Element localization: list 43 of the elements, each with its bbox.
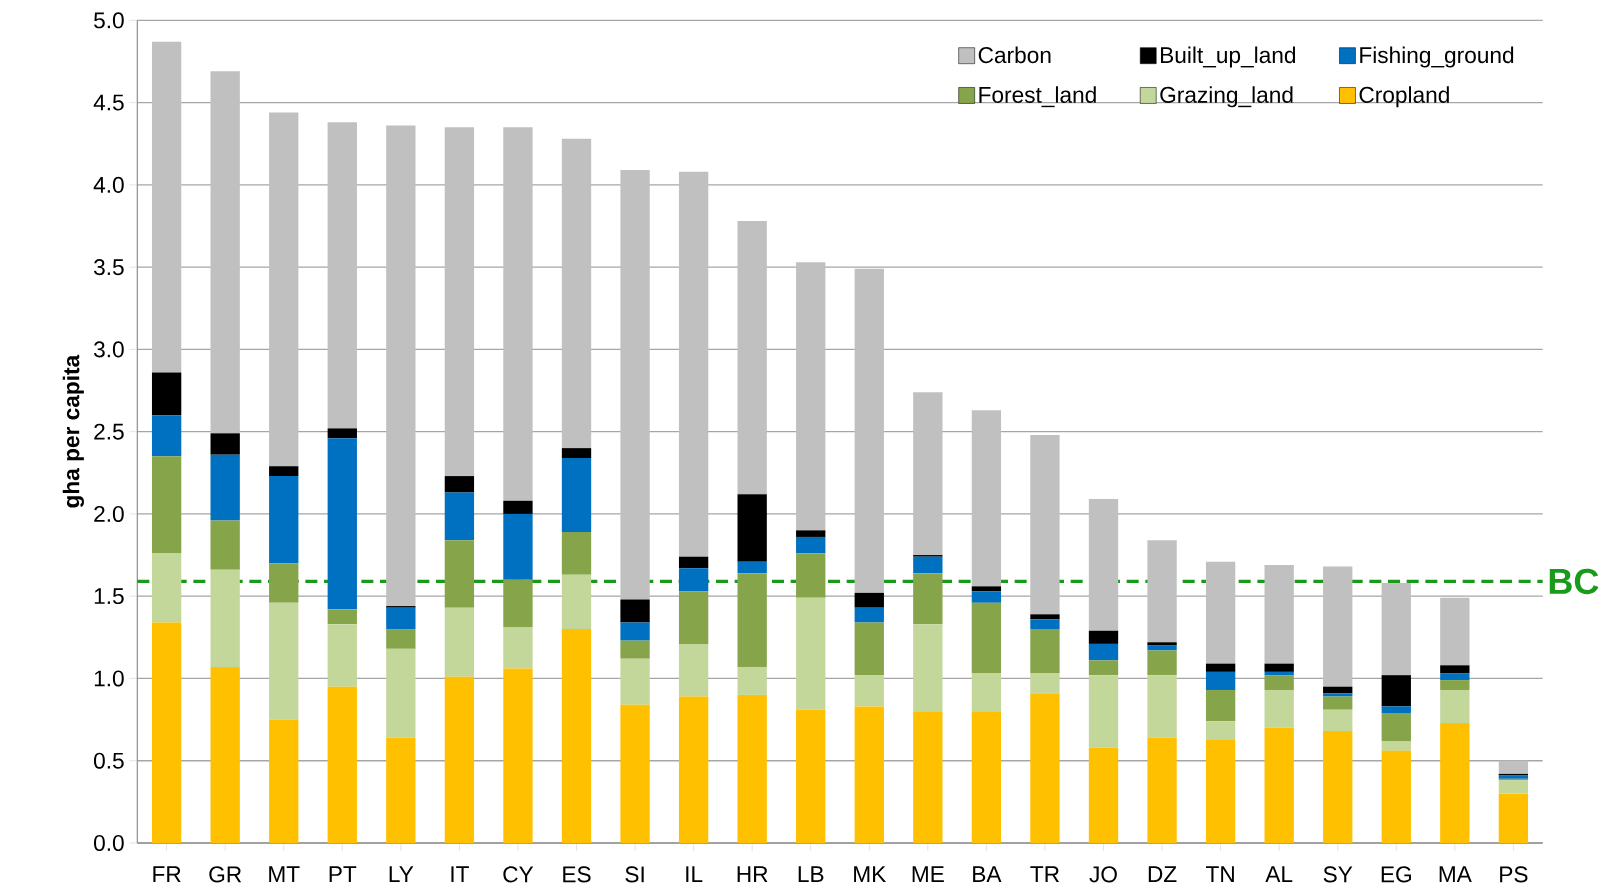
- x-tick-label: SI: [625, 866, 644, 883]
- y-tick-label: 0.0: [94, 834, 124, 852]
- ref-line-label: BC: [1549, 568, 1599, 595]
- x-tick-label: MA: [1439, 866, 1472, 882]
- y-tick-label: 3.0: [93, 341, 124, 358]
- x-tick-label: AL: [1265, 866, 1293, 882]
- x-tick-label: HR: [737, 866, 768, 882]
- y-tick-label: 3.5: [93, 259, 124, 276]
- legend-label: Built_up_land: [1161, 46, 1296, 68]
- x-tick-label: CY: [503, 866, 534, 883]
- legend-label: Cropland: [1359, 86, 1449, 108]
- y-tick-label: 4.0: [93, 176, 124, 193]
- x-tick-label: DZ: [1148, 866, 1177, 882]
- y-tick-label: 2.5: [94, 423, 124, 440]
- x-tick-label: ME: [912, 866, 944, 882]
- x-tick-label: GR: [209, 866, 242, 883]
- x-tick-label: SY: [1323, 866, 1353, 883]
- x-tick-label: BA: [973, 866, 1002, 882]
- x-tick-label: EG: [1381, 866, 1411, 883]
- y-tick-label: 4.5: [93, 94, 124, 111]
- x-tick-label: TN: [1206, 866, 1234, 882]
- x-tick-label: IT: [451, 866, 469, 882]
- y-axis-title: gha per capita: [62, 354, 84, 508]
- x-tick-label: LY: [389, 866, 414, 882]
- x-tick-label: LB: [798, 866, 824, 882]
- y-tick-label: 5.0: [94, 12, 124, 29]
- x-tick-label: JO: [1089, 866, 1117, 883]
- legend-label: Carbon: [978, 46, 1051, 64]
- x-tick-label: PT: [329, 866, 357, 882]
- x-tick-label: ES: [563, 866, 591, 883]
- x-tick-label: FR: [153, 866, 181, 882]
- legend-label: Grazing_land: [1160, 86, 1293, 108]
- y-tick-label: 2.0: [94, 505, 124, 522]
- x-tick-label: IL: [686, 866, 703, 882]
- x-tick-label: MK: [854, 866, 887, 882]
- legend-label: Fishing_ground: [1360, 46, 1514, 68]
- x-tick-label: MT: [269, 866, 300, 882]
- x-tick-label: TR: [1030, 866, 1060, 882]
- y-tick-label: 1.5: [94, 588, 124, 605]
- legend-label: Forest_land: [979, 86, 1096, 108]
- x-tick-label: PS: [1500, 866, 1528, 883]
- y-tick-label: 0.5: [94, 752, 124, 769]
- y-tick-label: 1.0: [94, 670, 124, 687]
